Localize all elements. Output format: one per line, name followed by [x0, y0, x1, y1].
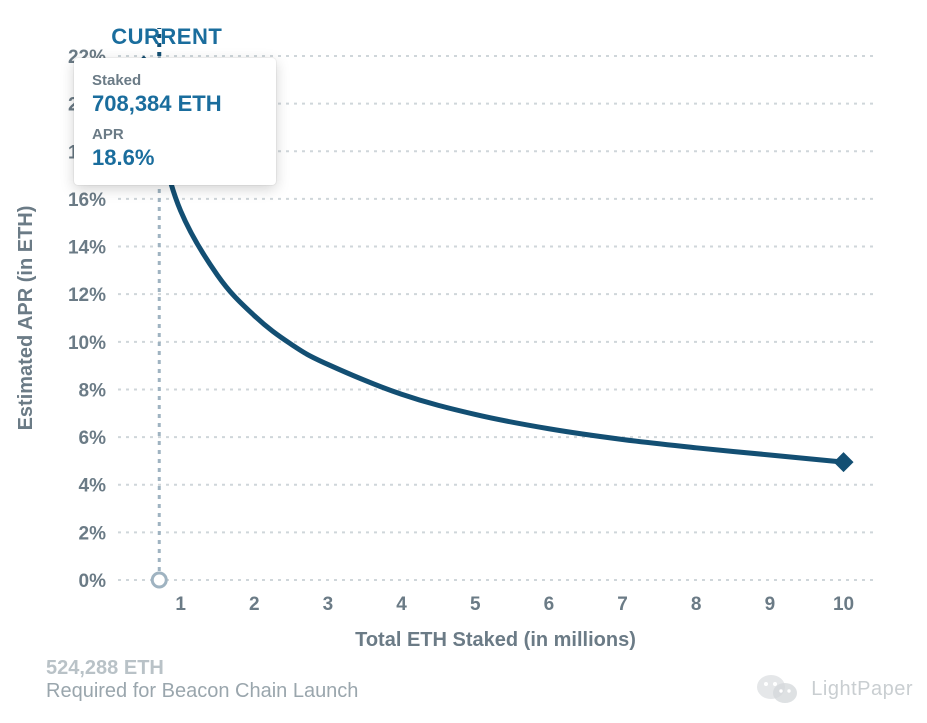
footer: 524,288 ETH Required for Beacon Chain La… [46, 657, 358, 703]
tooltip-staked-label: Staked [92, 72, 258, 90]
tooltip: Staked 708,384 ETH APR 18.6% [74, 58, 276, 185]
svg-text:2%: 2% [79, 523, 107, 544]
svg-text:0%: 0% [79, 571, 107, 592]
svg-text:1: 1 [175, 594, 186, 615]
svg-text:12%: 12% [68, 285, 106, 306]
svg-text:9: 9 [765, 594, 776, 615]
svg-text:10%: 10% [68, 333, 106, 354]
svg-text:2: 2 [249, 594, 260, 615]
current-label: CURRENT [111, 24, 222, 50]
svg-text:4: 4 [396, 594, 407, 615]
required-amount: 524,288 ETH [46, 657, 358, 680]
svg-text:Total ETH Staked (in millions: Total ETH Staked (in millions) [355, 629, 636, 651]
tooltip-apr-label: APR [92, 126, 258, 144]
wechat-icon [755, 671, 801, 707]
watermark: LightPaper [755, 671, 913, 707]
svg-text:10: 10 [833, 594, 854, 615]
svg-text:6: 6 [544, 594, 555, 615]
chart-container: 0%2%4%6%8%10%12%14%16%18%20%22%123456789… [0, 0, 927, 723]
svg-text:Estimated APR (in ETH): Estimated APR (in ETH) [15, 206, 37, 431]
tooltip-apr-value: 18.6% [92, 144, 258, 172]
svg-text:3: 3 [323, 594, 334, 615]
svg-text:7: 7 [617, 594, 628, 615]
svg-text:5: 5 [470, 594, 481, 615]
svg-text:8%: 8% [79, 380, 107, 401]
svg-text:6%: 6% [79, 428, 107, 449]
svg-text:16%: 16% [68, 190, 106, 211]
svg-text:14%: 14% [68, 238, 106, 259]
svg-text:8: 8 [691, 594, 702, 615]
svg-text:4%: 4% [79, 476, 107, 497]
tooltip-staked-value: 708,384 ETH [92, 90, 258, 118]
required-text: Required for Beacon Chain Launch [46, 680, 358, 703]
watermark-text: LightPaper [811, 678, 913, 701]
